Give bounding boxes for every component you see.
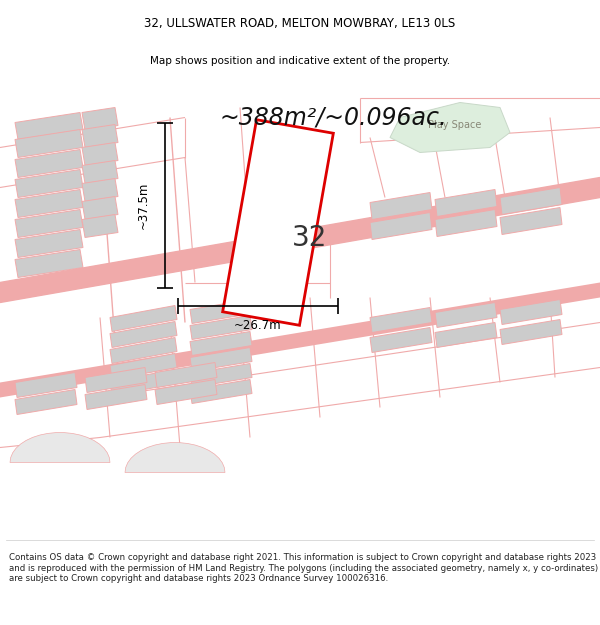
Polygon shape [500,319,562,344]
Polygon shape [15,229,83,258]
Polygon shape [10,432,110,462]
Polygon shape [500,299,562,324]
Polygon shape [435,322,497,348]
Text: ~37.5m: ~37.5m [137,181,149,229]
Polygon shape [110,338,177,364]
Polygon shape [82,142,118,166]
Polygon shape [435,209,497,236]
Polygon shape [15,189,83,218]
Polygon shape [15,129,83,158]
Polygon shape [500,208,562,234]
Polygon shape [85,384,147,409]
Polygon shape [435,189,497,216]
Polygon shape [110,306,177,331]
Text: ~26.7m: ~26.7m [234,319,282,332]
Polygon shape [190,299,252,324]
Polygon shape [15,149,83,178]
Polygon shape [190,379,252,404]
Polygon shape [435,302,497,328]
Polygon shape [190,348,252,371]
Polygon shape [82,124,118,148]
Polygon shape [110,354,177,379]
Polygon shape [15,372,77,398]
Text: Map shows position and indicative extent of the property.: Map shows position and indicative extent… [150,56,450,66]
Polygon shape [223,120,334,325]
Polygon shape [370,192,432,219]
Polygon shape [15,169,83,198]
Text: ~388m²/~0.096ac.: ~388m²/~0.096ac. [220,106,448,129]
Polygon shape [85,368,147,392]
Polygon shape [390,102,510,152]
Polygon shape [82,214,118,238]
Polygon shape [0,177,600,302]
Polygon shape [15,209,83,238]
Polygon shape [190,331,252,356]
Polygon shape [190,316,252,339]
Polygon shape [15,389,77,414]
Polygon shape [370,213,432,239]
Polygon shape [15,249,83,278]
Polygon shape [155,379,217,404]
Polygon shape [370,328,432,352]
Polygon shape [82,196,118,219]
Polygon shape [82,107,118,131]
Polygon shape [500,188,562,214]
Text: Contains OS data © Crown copyright and database right 2021. This information is : Contains OS data © Crown copyright and d… [9,553,598,583]
Polygon shape [370,308,432,332]
Polygon shape [82,179,118,201]
Text: Play Space: Play Space [428,121,482,131]
Polygon shape [0,282,600,398]
Polygon shape [110,321,177,348]
Polygon shape [125,442,225,472]
Polygon shape [110,369,177,396]
Polygon shape [15,112,83,139]
Polygon shape [155,362,217,388]
Polygon shape [190,364,252,388]
Text: 32, ULLSWATER ROAD, MELTON MOWBRAY, LE13 0LS: 32, ULLSWATER ROAD, MELTON MOWBRAY, LE13… [145,17,455,30]
Text: 32: 32 [292,224,328,251]
Polygon shape [82,161,118,184]
